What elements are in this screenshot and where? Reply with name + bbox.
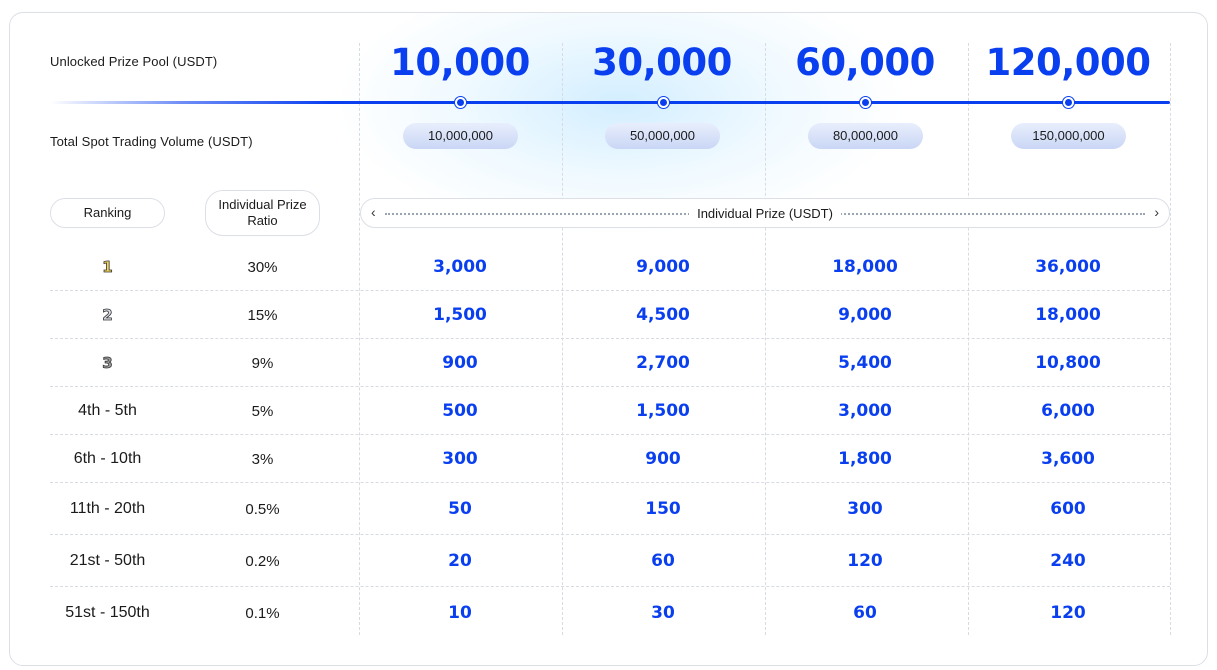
table-row: 21st - 50th 0.2% 20 60 120 240 (50, 535, 1170, 587)
prize-value: 2,700 (636, 353, 690, 373)
row-divider (50, 586, 1170, 587)
prize-value: 1,800 (838, 449, 892, 469)
prize-pool-card: Unlocked Prize Pool (USDT) Total Spot Tr… (9, 12, 1208, 666)
prize-value: 36,000 (1035, 257, 1101, 277)
prize-value: 50 (448, 499, 472, 519)
rank-cell: 6th - 10th (50, 435, 165, 483)
ratio-cell: 9% (251, 354, 274, 372)
arrow-right-icon: › (1154, 204, 1159, 220)
prize-value: 300 (442, 449, 478, 469)
progress-timeline (50, 101, 1170, 104)
ranking-header: Ranking (50, 198, 165, 228)
column-separator (1170, 43, 1171, 635)
gold-medal-icon: 1 (102, 258, 113, 277)
individual-prize-header: ‹ Individual Prize (USDT) › (360, 198, 1170, 228)
prize-value: 9,000 (838, 305, 892, 325)
rank-cell: 21st - 50th (50, 535, 165, 587)
prize-pool-label: Unlocked Prize Pool (USDT) (50, 54, 218, 69)
ratio-cell: 3% (251, 450, 274, 468)
prize-value: 1,500 (433, 305, 487, 325)
pool-amount: 30,000 (592, 41, 732, 84)
prize-value: 30 (651, 603, 675, 623)
row-divider (50, 534, 1170, 535)
rank-cell: 3 (50, 339, 165, 387)
table-row: 1 30% 3,000 9,000 18,000 36,000 (50, 243, 1170, 291)
volume-badge: 150,000,000 (1011, 123, 1126, 149)
rank-label: 11th - 20th (69, 500, 146, 517)
column-separator (765, 43, 766, 635)
pool-amount: 60,000 (795, 41, 935, 84)
rank-label: 51st - 150th (65, 604, 150, 621)
volume-badge: 10,000,000 (403, 123, 518, 149)
prize-value: 900 (645, 449, 681, 469)
timeline-dot (1063, 97, 1074, 108)
prize-value: 300 (847, 499, 883, 519)
prize-value: 20 (448, 551, 472, 571)
prize-value: 4,500 (636, 305, 690, 325)
ratio-cell: 0.5% (245, 500, 280, 518)
ratio-cell: 0.2% (245, 552, 280, 570)
prize-value: 500 (442, 401, 478, 421)
row-divider (50, 290, 1170, 291)
prize-ratio-header: Individual Prize Ratio (205, 190, 320, 236)
individual-prize-label: Individual Prize (USDT) (689, 206, 841, 221)
column-separator (359, 43, 360, 635)
column-separator (562, 43, 563, 635)
timeline-dot (455, 97, 466, 108)
prize-value: 9,000 (636, 257, 690, 277)
rank-cell: 2 (50, 291, 165, 339)
bronze-medal-icon: 3 (102, 354, 113, 373)
table-row: 3 9% 900 2,700 5,400 10,800 (50, 339, 1170, 387)
trading-volume-label: Total Spot Trading Volume (USDT) (50, 134, 253, 149)
rank-label: 6th - 10th (73, 450, 142, 467)
row-divider (50, 434, 1170, 435)
column-separator (968, 43, 969, 635)
rank-label: 21st - 50th (69, 552, 146, 569)
prize-value: 3,000 (838, 401, 892, 421)
prize-value: 120 (847, 551, 883, 571)
table-row: 2 15% 1,500 4,500 9,000 18,000 (50, 291, 1170, 339)
ratio-cell: 0.1% (245, 604, 280, 622)
ratio-cell: 30% (247, 258, 278, 276)
prize-value: 60 (651, 551, 675, 571)
prize-value: 120 (1050, 603, 1086, 623)
prize-value: 10,800 (1035, 353, 1101, 373)
rank-cell: 1 (50, 243, 165, 291)
prize-value: 900 (442, 353, 478, 373)
row-divider (50, 386, 1170, 387)
ratio-cell: 15% (247, 306, 278, 324)
prize-value: 600 (1050, 499, 1086, 519)
rank-cell: 4th - 5th (50, 387, 165, 435)
volume-badge: 50,000,000 (605, 123, 720, 149)
rank-label: 4th - 5th (78, 402, 137, 419)
prize-value: 60 (853, 603, 877, 623)
table-row: 11th - 20th 0.5% 50 150 300 600 (50, 483, 1170, 535)
pool-amount: 10,000 (390, 41, 530, 84)
prize-value: 240 (1050, 551, 1086, 571)
row-divider (50, 482, 1170, 483)
arrow-left-icon: ‹ (371, 204, 376, 220)
row-divider (50, 338, 1170, 339)
rank-cell: 11th - 20th (50, 483, 165, 535)
table-row: 51st - 150th 0.1% 10 30 60 120 (50, 587, 1170, 639)
prize-value: 1,500 (636, 401, 690, 421)
prize-value: 150 (645, 499, 681, 519)
prize-value: 10 (448, 603, 472, 623)
pool-amount: 120,000 (985, 41, 1151, 84)
silver-medal-icon: 2 (102, 306, 113, 325)
prize-value: 18,000 (832, 257, 898, 277)
timeline-dot (658, 97, 669, 108)
prize-value: 5,400 (838, 353, 892, 373)
ratio-cell: 5% (251, 402, 274, 420)
table-row: 4th - 5th 5% 500 1,500 3,000 6,000 (50, 387, 1170, 435)
rank-cell: 51st - 150th (50, 587, 165, 639)
timeline-dot (860, 97, 871, 108)
table-row: 6th - 10th 3% 300 900 1,800 3,600 (50, 435, 1170, 483)
prize-value: 18,000 (1035, 305, 1101, 325)
volume-badge: 80,000,000 (808, 123, 923, 149)
prize-value: 6,000 (1041, 401, 1095, 421)
prize-value: 3,600 (1041, 449, 1095, 469)
prize-value: 3,000 (433, 257, 487, 277)
